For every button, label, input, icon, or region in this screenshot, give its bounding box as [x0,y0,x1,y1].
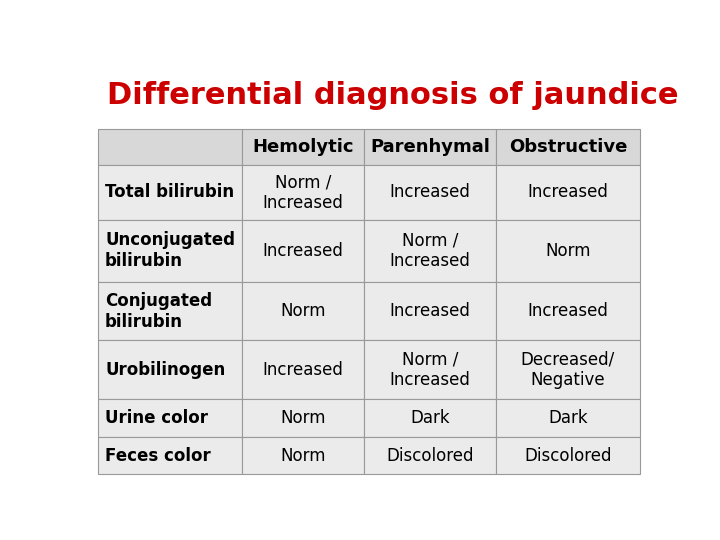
Bar [99,340,242,399]
Text: Norm /
Increased: Norm / Increased [262,173,343,212]
Bar [99,282,242,340]
Text: Increased: Increased [262,361,343,379]
Bar [496,340,639,399]
Bar [496,220,639,282]
Bar [364,129,496,165]
Bar [99,165,242,220]
Bar [99,437,242,474]
Text: Discolored: Discolored [386,447,474,464]
Bar [242,437,364,474]
Text: Norm: Norm [280,302,325,320]
Text: Increased: Increased [528,184,608,201]
Bar [496,165,639,220]
Bar [242,165,364,220]
Text: Obstructive: Obstructive [509,138,627,156]
Text: Total bilirubin: Total bilirubin [105,184,234,201]
Bar [364,399,496,437]
Text: Discolored: Discolored [524,447,612,464]
Bar [364,220,496,282]
Text: Increased: Increased [390,302,470,320]
Text: Conjugated
bilirubin: Conjugated bilirubin [105,292,212,330]
Text: Hemolytic: Hemolytic [252,138,354,156]
Bar [242,282,364,340]
Text: Dark: Dark [548,409,588,427]
Bar [496,437,639,474]
Bar [242,399,364,437]
Text: Norm: Norm [545,242,590,260]
Text: Increased: Increased [390,184,470,201]
Bar [496,129,639,165]
Bar [242,220,364,282]
Bar [99,220,242,282]
Bar [364,437,496,474]
Text: Parenhymal: Parenhymal [370,138,490,156]
Text: Increased: Increased [262,242,343,260]
Bar [496,399,639,437]
Bar [364,282,496,340]
Text: Urobilinogen: Urobilinogen [105,361,225,379]
Text: Norm /
Increased: Norm / Increased [390,350,470,389]
Bar [242,129,364,165]
Text: Norm: Norm [280,409,325,427]
Text: Norm: Norm [280,447,325,464]
Text: Urine color: Urine color [105,409,208,427]
Text: Feces color: Feces color [105,447,211,464]
Text: Norm /
Increased: Norm / Increased [390,232,470,271]
Bar [99,399,242,437]
Text: Dark: Dark [410,409,450,427]
Text: Differential diagnosis of jaundice: Differential diagnosis of jaundice [107,82,678,111]
Bar [364,340,496,399]
Bar [364,165,496,220]
Text: Increased: Increased [528,302,608,320]
Text: Decreased/
Negative: Decreased/ Negative [521,350,615,389]
Bar [496,282,639,340]
Bar [242,340,364,399]
Text: Unconjugated
bilirubin: Unconjugated bilirubin [105,232,235,271]
Bar [99,129,242,165]
